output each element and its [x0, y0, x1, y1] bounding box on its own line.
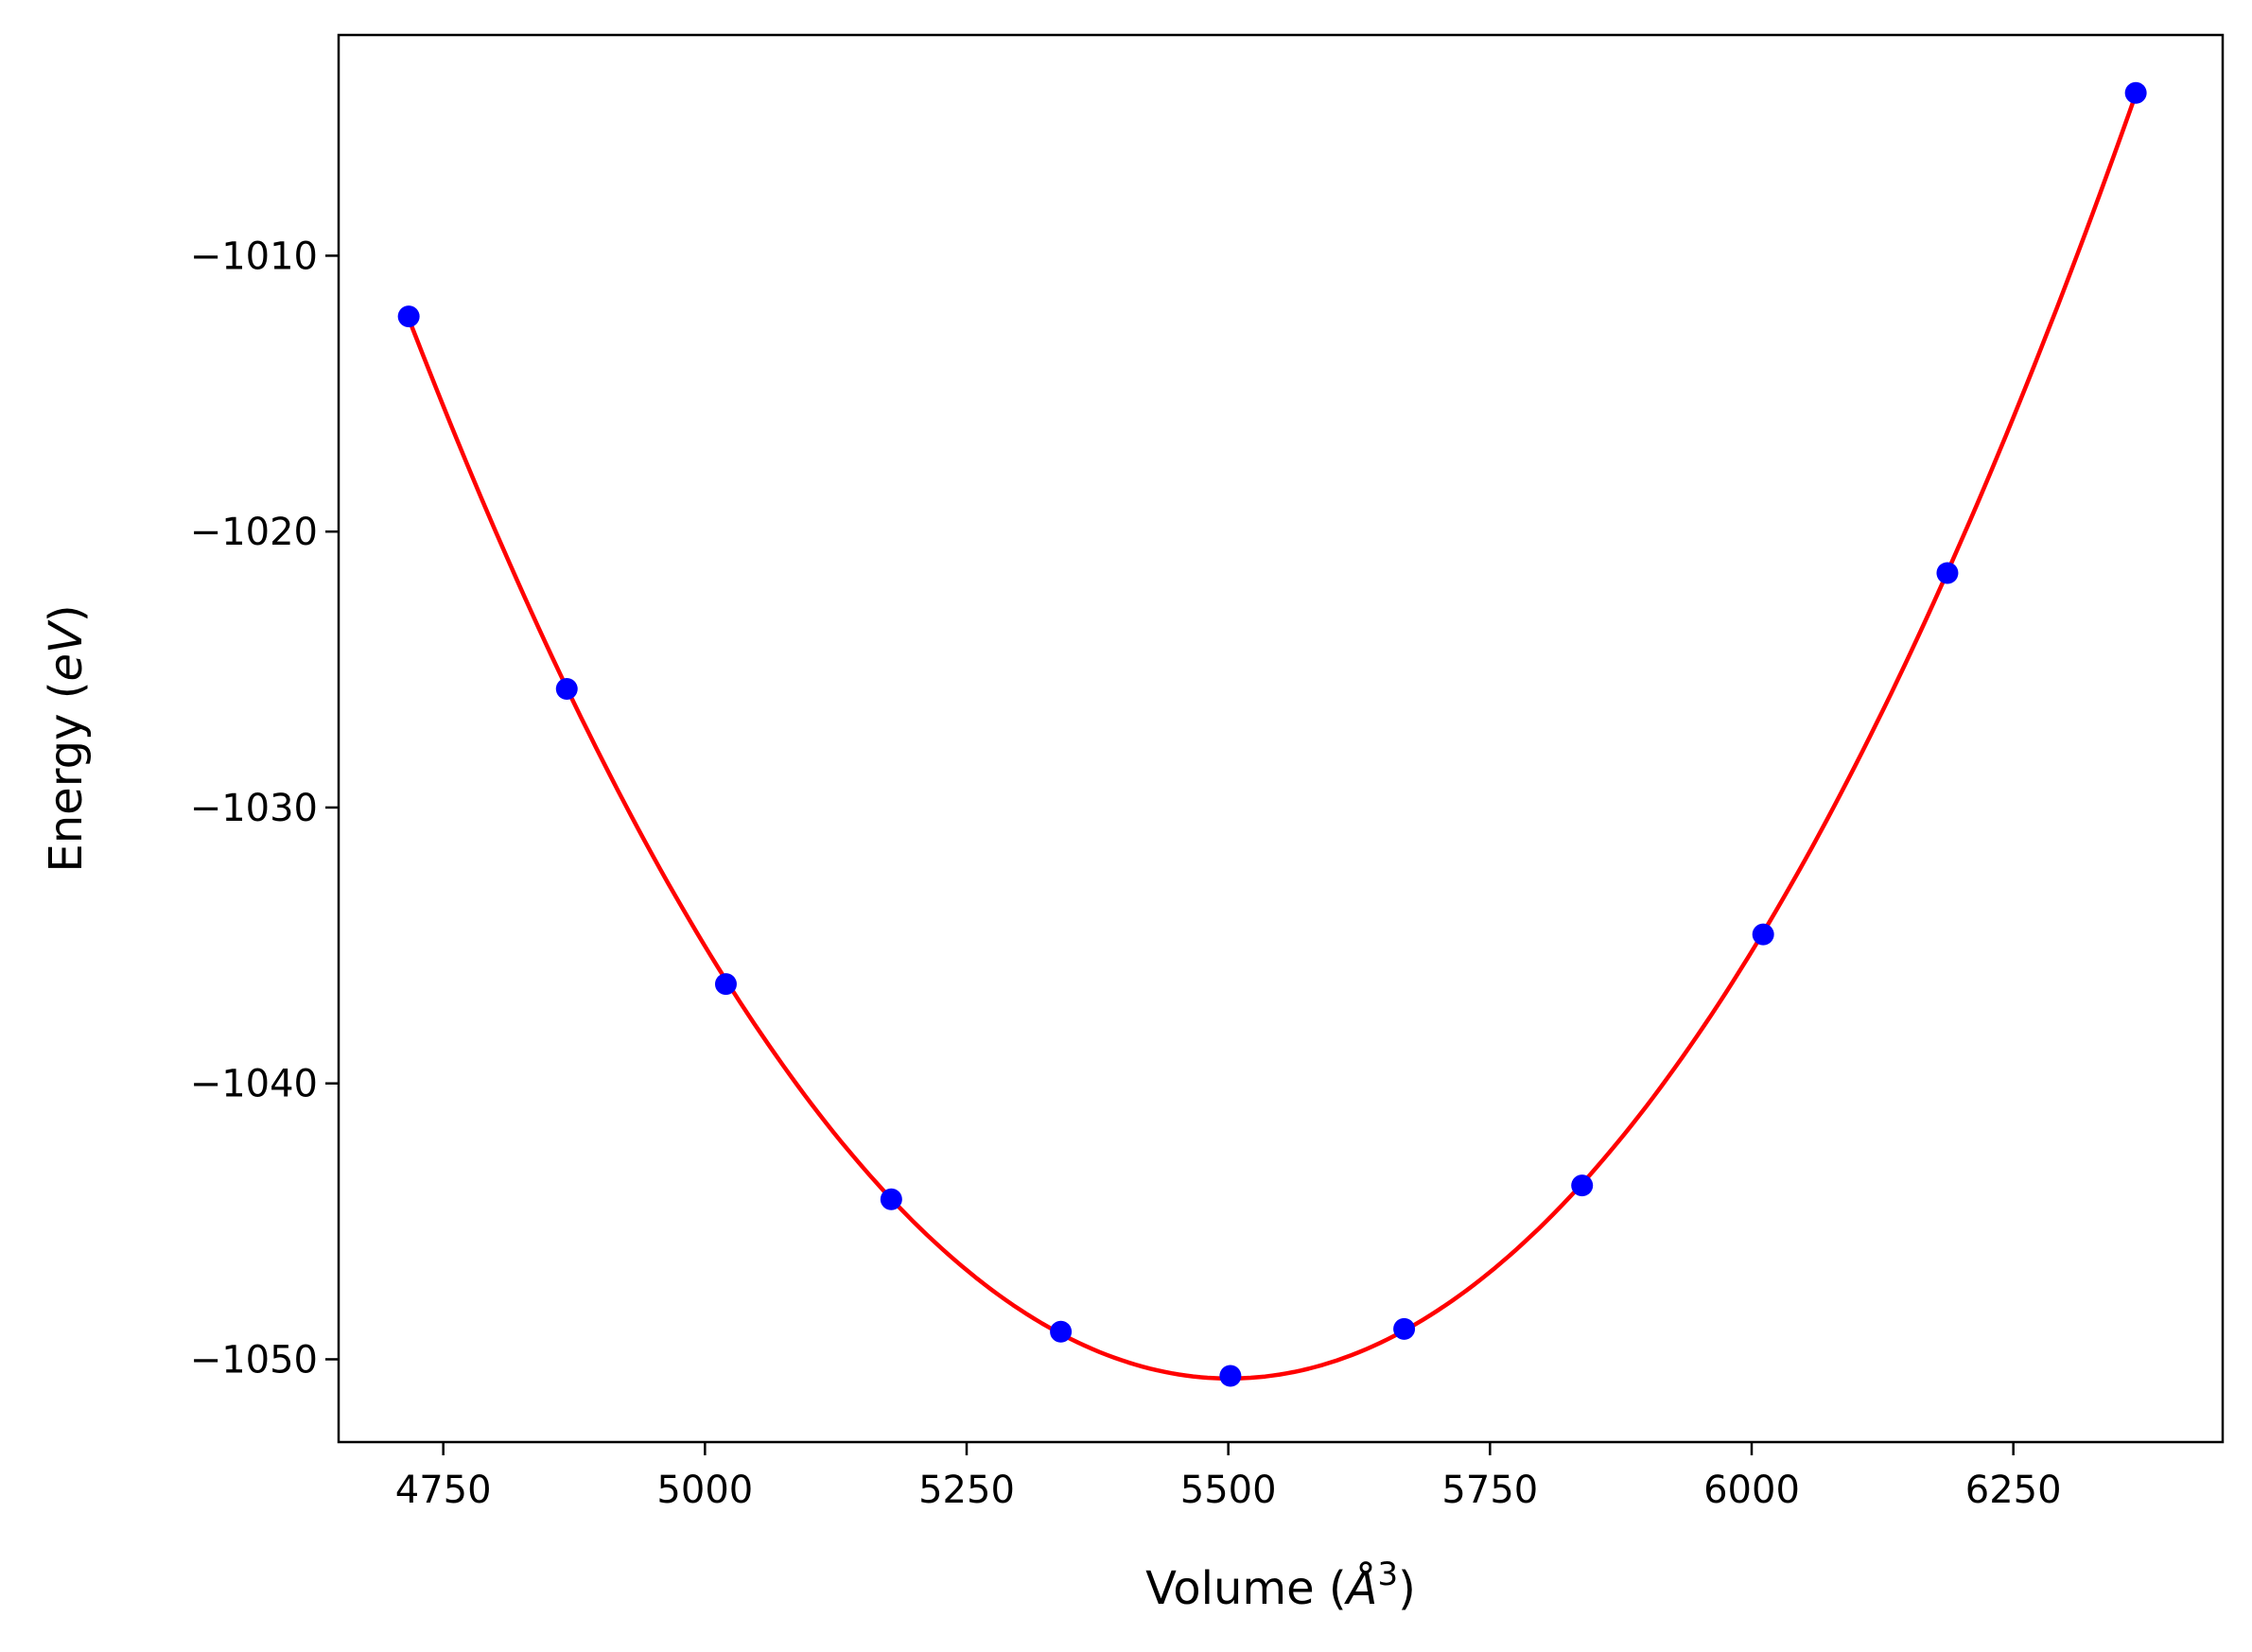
- x-tick-label: 5750: [1441, 1469, 1538, 1512]
- x-tick-label: 6250: [1965, 1469, 2062, 1512]
- x-axis-label: Volume (Å3): [1145, 1556, 1416, 1615]
- x-tick-label: 6000: [1703, 1469, 1800, 1512]
- x-axis: 4750 5000 5250 5500 5750 6000 6250: [395, 1442, 2062, 1512]
- axes-frame: [337, 33, 2225, 1444]
- y-tick-label: −1050: [190, 1338, 318, 1382]
- data-point: [880, 1188, 902, 1210]
- x-tick-label: 5000: [656, 1469, 753, 1512]
- fit-curve: [407, 94, 2139, 1382]
- y-tick-label: −1010: [190, 235, 318, 278]
- y-axis: −1050 −1040 −1030 −1020 −1010: [190, 235, 339, 1382]
- y-axis-label: Energy (eV): [40, 604, 93, 872]
- data-point: [1219, 1365, 1242, 1387]
- data-point: [1936, 562, 1959, 584]
- data-point: [1050, 1320, 1073, 1343]
- y-tick-label: −1030: [190, 787, 318, 830]
- data-point: [1393, 1317, 1416, 1340]
- data-point: [555, 677, 578, 700]
- data-point: [397, 305, 420, 328]
- data-point: [1571, 1174, 1594, 1197]
- plot-area: [397, 81, 2147, 1387]
- data-point: [714, 973, 737, 996]
- y-tick-label: −1020: [190, 511, 318, 554]
- x-tick-label: 5250: [918, 1469, 1015, 1512]
- data-point: [1752, 923, 1774, 946]
- y-tick-label: −1040: [190, 1063, 318, 1106]
- x-tick-label: 5500: [1180, 1469, 1277, 1512]
- x-tick-label: 4750: [395, 1469, 492, 1512]
- data-point: [2124, 81, 2147, 104]
